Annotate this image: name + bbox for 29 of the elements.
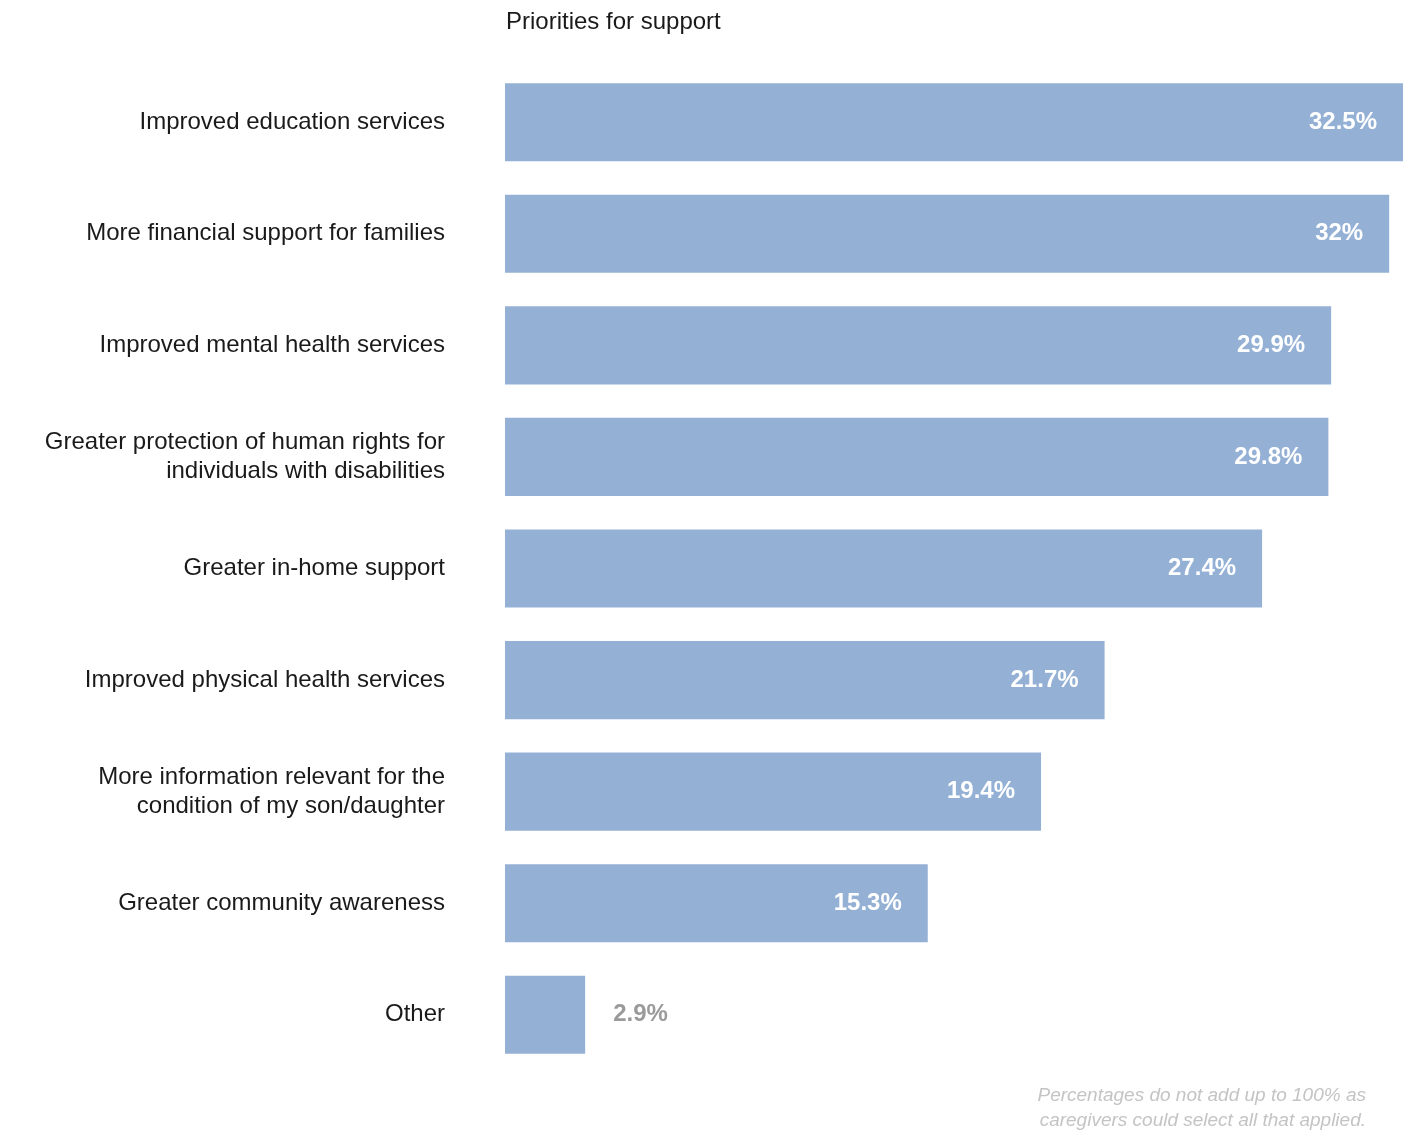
- data-label: 15.3%: [833, 887, 902, 915]
- bar: [505, 194, 1390, 273]
- y-tick-label: More financial support for families: [86, 218, 445, 246]
- y-tick-label: Greater in-home support: [183, 553, 446, 581]
- y-tick-label: More information relevant for the condition of my son/daughter: [98, 761, 445, 818]
- bar: [505, 417, 1329, 496]
- bar: [505, 864, 928, 943]
- y-tick-label: Other: [384, 999, 445, 1027]
- data-label: 19.4%: [946, 776, 1016, 804]
- data-label: 29.9%: [1237, 329, 1306, 357]
- bar: [505, 529, 1263, 608]
- y-tick-label: Improved mental health services: [99, 329, 445, 357]
- data-label: 32.5%: [1308, 106, 1377, 134]
- y-tick-label: Improved physical health services: [84, 664, 445, 692]
- bar: [505, 83, 1403, 162]
- bar: [505, 975, 586, 1054]
- y-tick-label: Greater community awareness: [118, 887, 445, 915]
- bar: [505, 752, 1042, 831]
- data-label: 27.4%: [1168, 553, 1237, 581]
- data-label: 32%: [1315, 218, 1364, 246]
- bar: [505, 641, 1105, 720]
- data-label: 29.8%: [1234, 441, 1303, 469]
- y-tick-label: Greater protection of human rights for individuals with disabilities: [44, 427, 445, 483]
- bar: [505, 306, 1332, 385]
- y-tick-label: Improved education services: [139, 106, 445, 134]
- data-label: 2.9%: [613, 999, 668, 1027]
- data-label: 21.7%: [1010, 664, 1079, 692]
- text: Percentages do not add up to 100% as caregivers could select all that applied.: [1037, 1084, 1367, 1130]
- chart-title: Priorities for support: [506, 7, 722, 34]
